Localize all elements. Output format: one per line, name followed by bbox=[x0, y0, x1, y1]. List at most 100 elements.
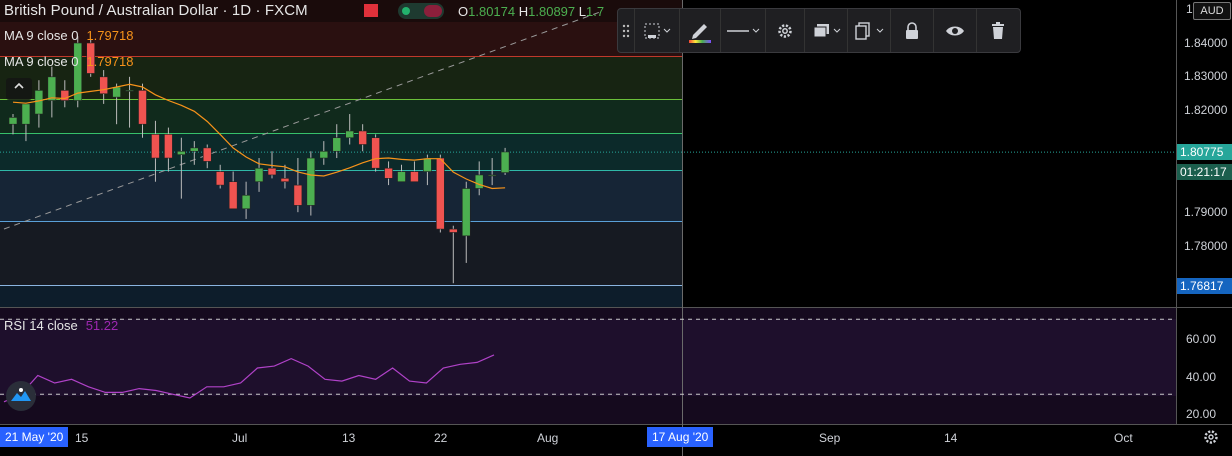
time-axis-bg bbox=[0, 425, 1232, 456]
candle bbox=[21, 103, 31, 142]
rsi-study-label[interactable]: RSI 14 close 51.22 bbox=[4, 318, 118, 333]
currency-button[interactable]: AUD bbox=[1193, 2, 1231, 20]
eye-icon[interactable] bbox=[934, 9, 976, 52]
moving-average-line bbox=[12, 83, 506, 190]
drag-handle-icon[interactable] bbox=[618, 9, 634, 52]
rsi-study-value: 51.22 bbox=[85, 318, 119, 333]
candle bbox=[293, 158, 303, 213]
candle-body bbox=[410, 171, 419, 183]
time-label: Jul bbox=[232, 431, 248, 445]
chevron-up-icon bbox=[14, 82, 24, 89]
price-tick-partial: 1 bbox=[1186, 2, 1193, 16]
trash-icon[interactable] bbox=[977, 9, 1019, 52]
candle bbox=[177, 137, 186, 199]
candle bbox=[190, 141, 199, 165]
candle-body bbox=[215, 171, 225, 186]
candle bbox=[215, 164, 225, 189]
candle-body bbox=[73, 42, 83, 101]
candle bbox=[202, 144, 212, 169]
time-label: 14 bbox=[944, 431, 958, 445]
price-tick: 1.82000 bbox=[1184, 103, 1228, 117]
candle-body bbox=[164, 134, 173, 159]
cursor-date-badge: 17 Aug '20 bbox=[647, 427, 714, 447]
candle-body bbox=[371, 137, 380, 169]
candle-body bbox=[60, 90, 70, 101]
rsi-tick: 20.00 bbox=[1186, 407, 1217, 421]
flag-icon[interactable] bbox=[364, 4, 378, 17]
candle-body bbox=[112, 86, 121, 98]
candle bbox=[138, 83, 147, 138]
ma-study-label-2[interactable]: MA 9 close 0 1.79718 bbox=[4, 54, 133, 69]
candle-body bbox=[280, 178, 290, 183]
tradingview-logo-icon[interactable] bbox=[6, 381, 36, 411]
ma-study-value: 1.79718 bbox=[86, 54, 134, 69]
price-tick: 1.83000 bbox=[1184, 69, 1228, 83]
low-price-badge: 1.76817 bbox=[1177, 278, 1232, 294]
candle bbox=[474, 161, 484, 196]
trend-line bbox=[3, 11, 601, 230]
ohlc-open-label: O bbox=[458, 4, 469, 19]
candle bbox=[228, 171, 238, 210]
candle bbox=[73, 36, 83, 108]
ma-study-label-1[interactable]: MA 9 close 0 1.79718 bbox=[4, 28, 133, 43]
candle-body bbox=[345, 130, 355, 139]
candle-body bbox=[151, 134, 160, 159]
start-date-badge: 21 May '20 bbox=[0, 427, 69, 447]
line-style-icon[interactable] bbox=[721, 9, 765, 52]
candle-body bbox=[397, 171, 406, 183]
ohlc-high-label: H bbox=[518, 4, 529, 19]
candle-body bbox=[241, 194, 251, 210]
clone-icon[interactable] bbox=[848, 9, 890, 52]
candle-body bbox=[358, 130, 367, 145]
candle bbox=[461, 181, 471, 263]
candle-body bbox=[448, 228, 458, 233]
candle bbox=[151, 120, 160, 182]
time-label: 22 bbox=[434, 431, 448, 445]
candle bbox=[241, 181, 251, 219]
rsi-line bbox=[3, 354, 495, 403]
select-box-icon[interactable] bbox=[635, 9, 679, 52]
price-tick: 1.79000 bbox=[1184, 205, 1228, 219]
ohlc-low: 1.7 bbox=[586, 4, 605, 19]
candle-body bbox=[125, 90, 134, 92]
ma-study-name: MA 9 close 0 bbox=[4, 54, 79, 69]
candle-body bbox=[47, 76, 57, 101]
ohlc-high: 1.80897 bbox=[528, 4, 576, 19]
settings-icon[interactable] bbox=[766, 9, 804, 52]
zone-band bbox=[0, 170, 682, 221]
candle-body bbox=[21, 103, 31, 125]
time-label: Sep bbox=[819, 431, 841, 445]
candle-body bbox=[99, 76, 108, 95]
collapse-legend-button[interactable] bbox=[6, 78, 32, 100]
candle-body bbox=[86, 42, 95, 74]
chart-settings-icon[interactable] bbox=[1202, 428, 1220, 451]
rsi-study-name: RSI 14 close bbox=[4, 318, 78, 333]
time-label: 15 bbox=[75, 431, 89, 445]
time-label: Oct bbox=[1114, 431, 1133, 445]
candle bbox=[371, 134, 380, 172]
candle-body bbox=[487, 174, 497, 177]
candle bbox=[410, 161, 419, 183]
candle-body bbox=[177, 150, 186, 155]
symbol-title[interactable]: British Pound / Australian Dollar · 1D ·… bbox=[4, 2, 308, 19]
lock-icon[interactable] bbox=[891, 9, 933, 52]
zone-band bbox=[0, 99, 682, 133]
candle-body bbox=[34, 90, 44, 115]
zone-band bbox=[0, 22, 682, 56]
candle bbox=[397, 164, 406, 183]
ohlc-low-label: L bbox=[578, 4, 586, 19]
candle bbox=[164, 127, 173, 172]
candle-body bbox=[306, 157, 316, 206]
pencil-icon[interactable] bbox=[680, 9, 720, 52]
candle bbox=[345, 114, 355, 145]
candle bbox=[86, 39, 95, 77]
candle bbox=[384, 161, 393, 186]
layers-icon[interactable] bbox=[805, 9, 847, 52]
candle-body bbox=[423, 157, 432, 172]
candle-body bbox=[332, 137, 342, 152]
zone-band bbox=[0, 0, 682, 22]
market-status-toggle[interactable] bbox=[398, 3, 444, 19]
candle bbox=[60, 80, 70, 108]
